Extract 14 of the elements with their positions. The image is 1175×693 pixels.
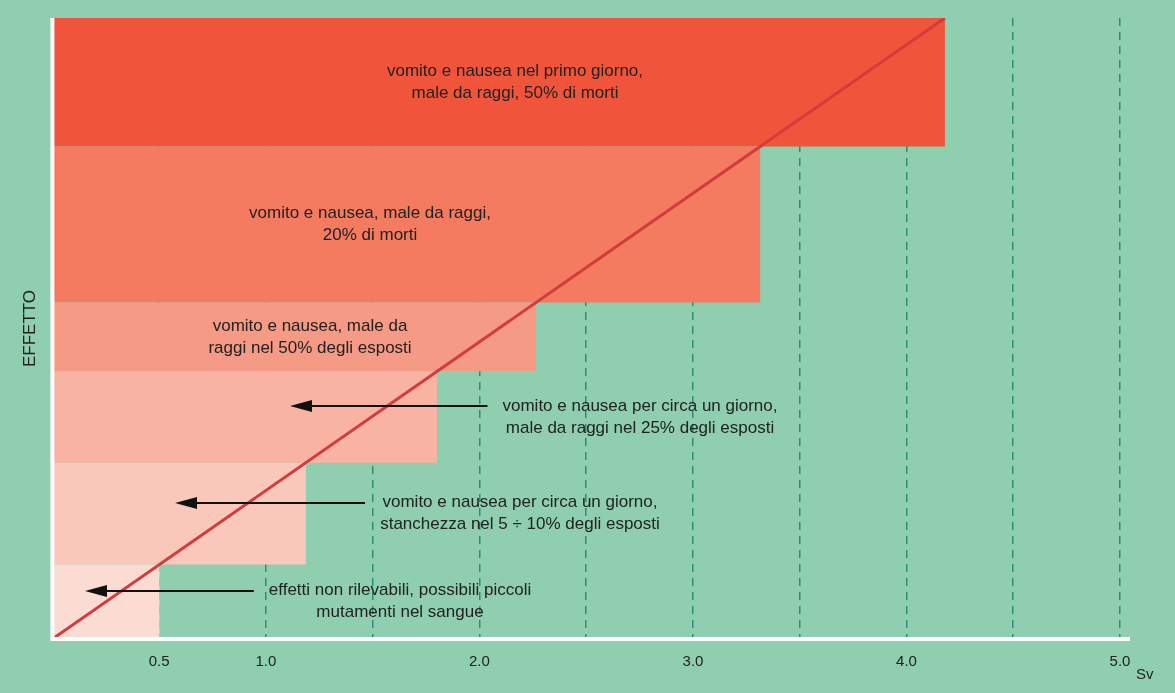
x-tick-label: 3.0: [682, 652, 704, 670]
x-axis-title: Sv: [1136, 664, 1154, 682]
band-label: vomito e nausea, male da raggi nel 50% degli esposti: [208, 315, 412, 357]
band-label: vomito e nausea per circa un giorno, male da raggi nel 25% degli esposti: [502, 395, 778, 437]
y-axis-title: EFFETTO: [19, 289, 39, 368]
x-tick-label: 4.0: [896, 652, 917, 670]
x-tick-label: 5.0: [1109, 652, 1131, 670]
band-label: vomito e nausea nel primo giorno, male da raggi, 50% di morti: [386, 60, 644, 102]
x-tick-label: 0.5: [148, 652, 170, 670]
x-tick-label: 1.0: [255, 652, 277, 670]
band-label: vomito e nausea per circa un giorno, stanchezza nel 5 ÷ 10% degli esposti: [380, 492, 660, 534]
band-label: vomito e nausea, male da raggi, 20% di morti: [249, 203, 491, 245]
x-tick-label: 2.0: [469, 652, 490, 670]
band-label: effetti non rilevabili, possibili piccoli mutamenti nel sangue: [268, 580, 532, 622]
